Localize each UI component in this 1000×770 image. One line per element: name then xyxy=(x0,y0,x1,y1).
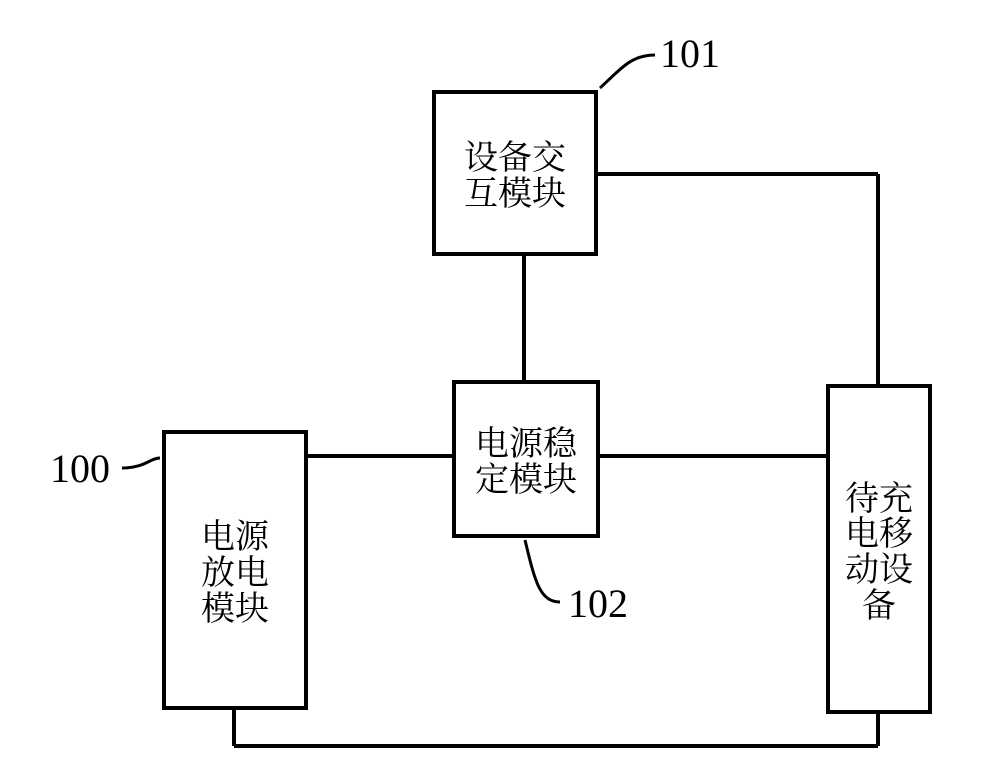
leader-line xyxy=(0,0,1000,770)
diagram-canvas: 电源 放电 模块 设备交 互模块 电源稳 定模块 待充 电移 动设 备 100 … xyxy=(0,0,1000,770)
